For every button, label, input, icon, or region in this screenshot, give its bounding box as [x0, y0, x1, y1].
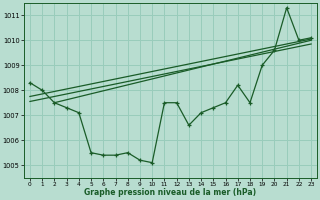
X-axis label: Graphe pression niveau de la mer (hPa): Graphe pression niveau de la mer (hPa)	[84, 188, 257, 197]
